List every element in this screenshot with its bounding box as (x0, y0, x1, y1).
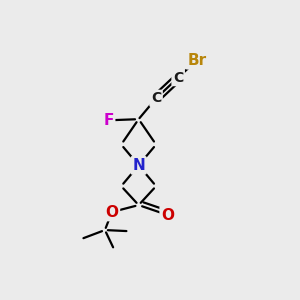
Text: O: O (161, 208, 174, 223)
Text: C: C (151, 92, 161, 105)
Text: Br: Br (187, 53, 206, 68)
Text: C: C (173, 70, 183, 85)
Text: F: F (103, 113, 114, 128)
Text: O: O (105, 205, 119, 220)
Text: N: N (132, 158, 145, 173)
